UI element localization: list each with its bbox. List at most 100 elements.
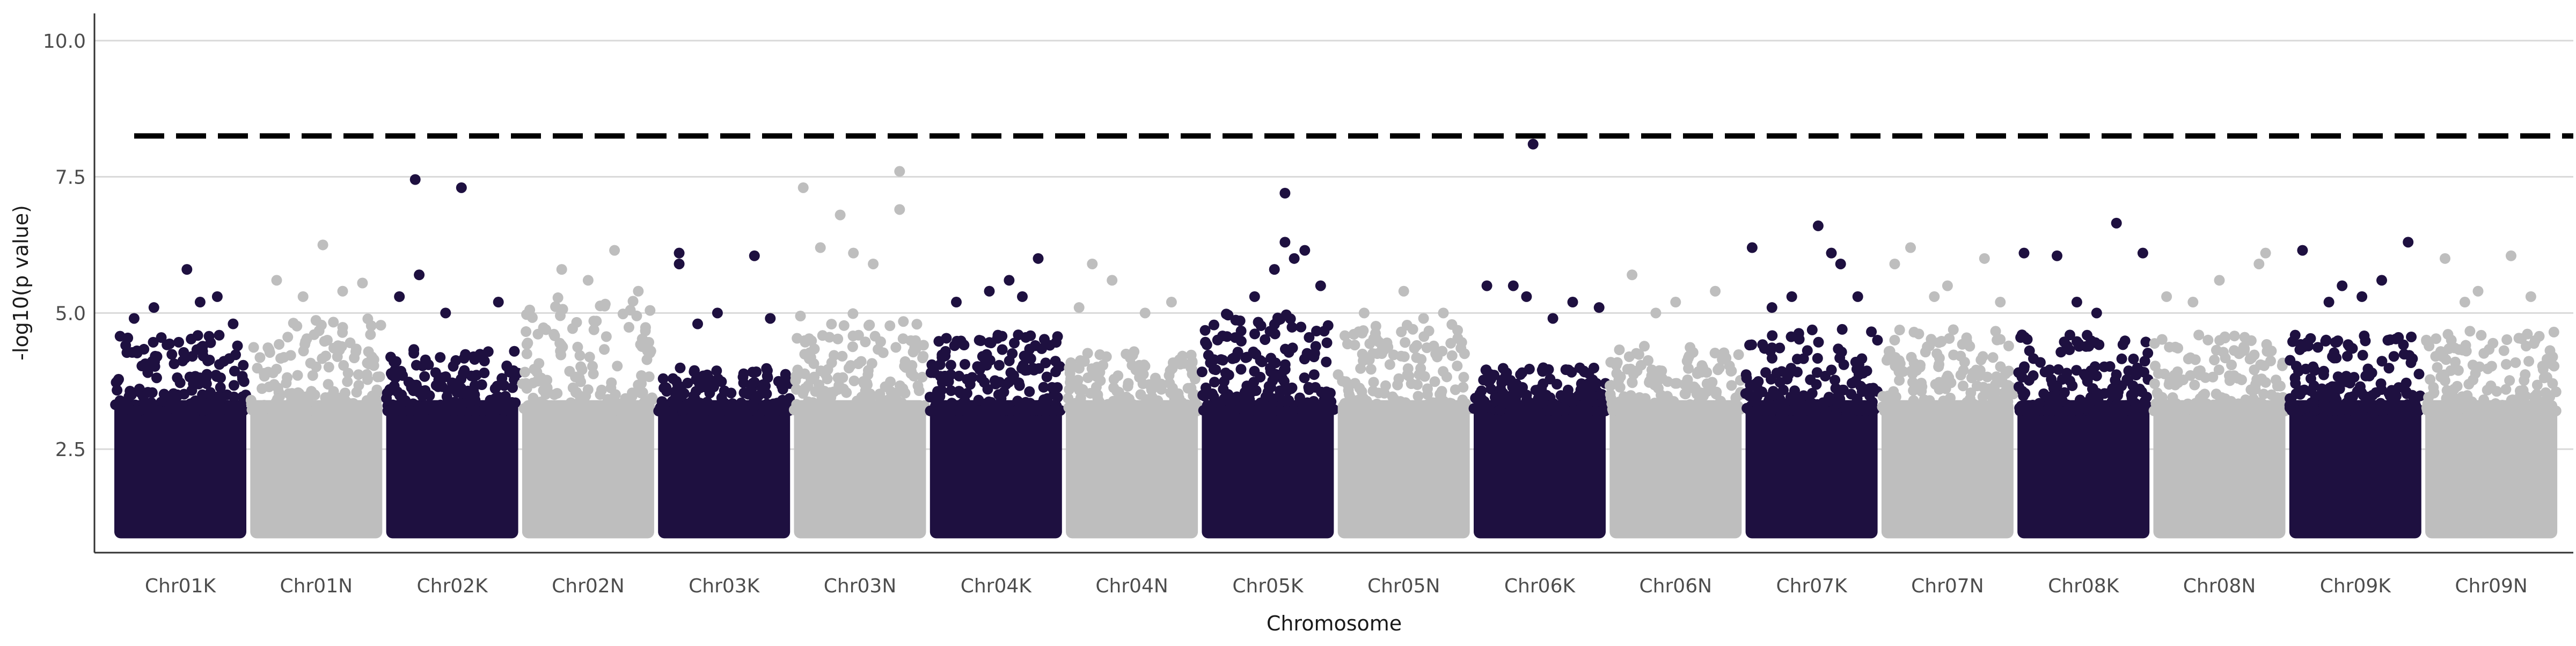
snp-point (1014, 380, 1025, 391)
snp-point (941, 333, 952, 344)
snp-point (201, 369, 213, 380)
snp-point (1824, 392, 1835, 403)
snp-point (1005, 405, 1016, 416)
point-mass (2153, 400, 2286, 539)
snp-point (1746, 242, 1758, 253)
snp-point (2504, 375, 2515, 386)
snp-point (1050, 356, 1061, 367)
snp-point (2239, 332, 2250, 343)
snp-point (1488, 370, 1499, 381)
snp-point (890, 342, 902, 353)
snp-point (917, 353, 928, 364)
snp-point (1776, 366, 1787, 377)
snp-point (152, 406, 163, 417)
snp-point (1890, 391, 1901, 402)
snp-point (2309, 405, 2321, 416)
snp-point (1751, 391, 1762, 402)
snp-point (1249, 328, 1260, 340)
snp-point (1605, 357, 1616, 368)
snp-point (2357, 350, 2368, 361)
snp-point (1455, 405, 1467, 416)
snp-point (1530, 385, 1541, 396)
snp-point (1438, 307, 1449, 319)
snp-point (1750, 378, 1761, 390)
x-tick-labels: Chr01K Chr01N Chr02K Chr02N Chr03K Chr03N Chr0… (145, 575, 2528, 597)
snp-point (2111, 217, 2122, 229)
snp-point (126, 389, 137, 400)
snp-point (1294, 392, 1305, 403)
snp-point (1163, 370, 1175, 381)
snp-point (197, 405, 208, 416)
snp-point (557, 304, 568, 315)
snp-point (1400, 337, 1411, 348)
snp-point (292, 370, 303, 381)
point-mass (522, 400, 654, 539)
chromosome-group (653, 247, 796, 539)
snp-point (2451, 380, 2463, 392)
point-mass (1066, 400, 1198, 539)
snp-point (332, 400, 343, 411)
snp-point (1452, 333, 1463, 344)
snp-point (361, 395, 372, 406)
snp-point (2486, 361, 2497, 372)
snp-point (1928, 405, 1940, 416)
snp-point (1890, 352, 1901, 363)
snp-point (802, 396, 814, 407)
snp-point (790, 371, 801, 382)
snp-point (1913, 328, 1924, 340)
snp-point (647, 394, 658, 405)
snp-point (1303, 381, 1314, 393)
snp-point (1350, 405, 1361, 416)
snp-point (990, 402, 1001, 413)
snp-point (1452, 325, 1463, 336)
snp-point (2236, 374, 2247, 385)
snp-point (169, 358, 180, 370)
snp-point (1065, 402, 1077, 414)
snp-point (570, 371, 581, 383)
snp-point (414, 269, 425, 281)
snp-point (1866, 326, 1877, 337)
snp-point (2498, 345, 2509, 356)
snp-point (797, 182, 809, 193)
point-mass (250, 400, 383, 539)
snp-point (2127, 380, 2139, 391)
snp-point (172, 372, 183, 384)
snp-point (442, 405, 453, 416)
snp-point (853, 329, 864, 341)
chromosome-group (2421, 250, 2562, 539)
snp-point (975, 335, 986, 347)
snp-point (2253, 258, 2265, 269)
chromosome-group (788, 166, 930, 539)
snp-point (228, 391, 239, 402)
snp-point (1199, 325, 1211, 336)
snp-point (274, 339, 285, 350)
snp-point (1458, 372, 1469, 383)
snp-point (780, 377, 792, 388)
snp-point (1967, 367, 1979, 378)
snp-point (1776, 398, 1787, 409)
snp-point (1429, 376, 1440, 387)
snp-point (943, 376, 954, 387)
snp-point (340, 387, 351, 399)
snp-point (1733, 349, 1744, 361)
snp-point (848, 375, 860, 386)
snp-point (1576, 400, 1587, 412)
snp-point (493, 297, 504, 308)
snp-point (1255, 355, 1266, 366)
x-tick-label: Chr09K (2320, 575, 2392, 597)
snp-point (397, 370, 408, 381)
snp-point (2090, 337, 2101, 348)
snp-point (1286, 321, 1298, 333)
snp-point (1559, 403, 1570, 415)
snp-point (181, 264, 193, 275)
snp-point (1349, 378, 1360, 389)
snp-point (1709, 348, 1721, 359)
snp-point (482, 346, 494, 357)
snp-point (395, 398, 406, 409)
snp-point (631, 310, 642, 321)
snp-point (1786, 291, 1797, 302)
snp-point (122, 332, 134, 343)
snp-point (869, 331, 881, 342)
snp-point (1150, 405, 1161, 416)
snp-point (609, 245, 620, 256)
